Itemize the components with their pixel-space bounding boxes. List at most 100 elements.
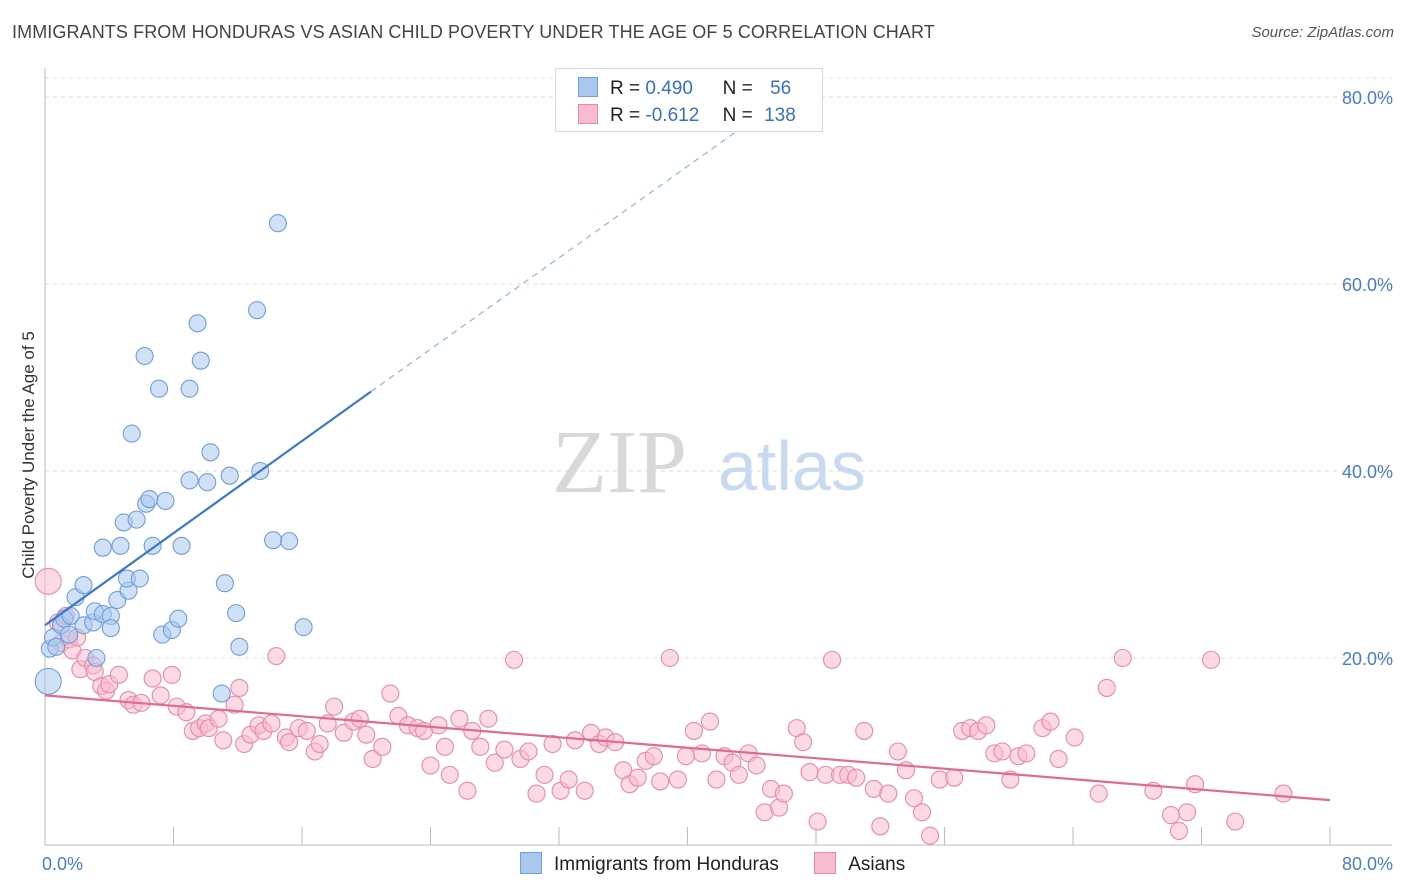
x-tick-label-min: 0.0%	[42, 854, 83, 874]
asians-point	[566, 731, 585, 750]
legend-n-label: N =	[722, 105, 753, 126]
asians-point	[495, 740, 514, 759]
asians-point	[847, 768, 866, 787]
asians-point	[504, 650, 524, 669]
asians-point	[143, 669, 162, 688]
asians-point	[676, 747, 695, 766]
asians-point	[151, 686, 170, 705]
asians-point	[912, 803, 932, 822]
asians-point	[34, 567, 62, 595]
y-tick-label: 20.0%	[1342, 649, 1393, 669]
asians-point	[297, 721, 316, 740]
asians-point	[668, 770, 687, 789]
asians-point	[729, 765, 748, 784]
asians-point	[945, 768, 964, 787]
asians-point	[660, 648, 679, 668]
asians-point	[450, 709, 469, 728]
asians-point	[350, 709, 369, 728]
asians-point	[1113, 648, 1132, 668]
asians-point	[485, 753, 504, 772]
asians-point	[1065, 728, 1084, 747]
asians-point	[1161, 806, 1181, 825]
honduras-point	[180, 379, 199, 398]
grid-lines	[45, 77, 1392, 659]
honduras-point	[180, 471, 199, 490]
asians-point	[1274, 784, 1293, 803]
asians-point	[440, 765, 459, 784]
asians-point	[471, 737, 490, 756]
asians-point	[109, 665, 128, 684]
honduras-point	[156, 491, 175, 510]
series-honduras	[34, 214, 313, 703]
honduras-point	[111, 536, 130, 555]
asians-point	[479, 709, 498, 728]
honduras-point	[215, 574, 234, 593]
asians-point	[700, 712, 720, 731]
asians-point	[230, 678, 249, 697]
honduras-point	[101, 619, 120, 638]
honduras-point	[264, 531, 283, 550]
asians-point	[879, 784, 898, 803]
honduras-point	[172, 536, 191, 555]
asians-point	[357, 725, 376, 744]
asians-point	[310, 734, 329, 754]
asians-point	[993, 742, 1012, 761]
asians-point	[977, 716, 996, 735]
asians-point	[651, 772, 670, 791]
asians-point	[823, 650, 842, 669]
asians-point	[535, 765, 554, 784]
asians-point	[1097, 678, 1116, 697]
asians-point	[904, 789, 924, 808]
asians-point	[747, 756, 766, 775]
watermark: ZIP atlas	[552, 413, 866, 512]
y-tick-label: 80.0%	[1342, 88, 1393, 108]
legend-r-value-honduras: 0.490	[645, 78, 693, 99]
trend-lines	[44, 129, 1331, 802]
honduras-point	[188, 314, 207, 333]
asians-point	[262, 714, 281, 733]
honduras-point	[122, 424, 141, 443]
legend-r-value-asians: -0.612	[645, 105, 700, 126]
axes	[44, 68, 1392, 846]
y-tick-label: 60.0%	[1342, 275, 1393, 295]
y-axis-label: Child Poverty Under the Age of 5	[19, 331, 38, 579]
bottom-legend-honduras: Immigrants from Honduras	[520, 852, 779, 876]
asians-point	[1226, 812, 1245, 831]
legend-row-asians: R = -0.612 N = 138	[578, 104, 796, 126]
honduras-point	[135, 346, 154, 366]
x-tick-label-max: 80.0%	[1342, 854, 1393, 874]
asians-point	[363, 749, 382, 769]
asians-point	[808, 812, 827, 831]
asians-point	[774, 784, 793, 803]
asians-point	[519, 742, 538, 761]
asians-point	[800, 763, 819, 782]
bottom-legend-swatch-honduras	[520, 852, 542, 874]
asians-point	[1089, 784, 1108, 803]
bottom-legend-label-honduras: Immigrants from Honduras	[554, 854, 779, 875]
honduras-point	[268, 214, 287, 233]
asians-point	[855, 721, 874, 740]
asians-point	[644, 747, 663, 766]
tick-labels: 80.0% 60.0% 40.0% 20.0% 0.0% 80.0%	[42, 88, 1393, 874]
legend-n-label: N =	[722, 78, 753, 99]
asians-point	[871, 817, 890, 836]
y-tick-label: 40.0%	[1342, 462, 1393, 482]
legend-swatch-honduras	[578, 77, 598, 97]
honduras-point	[130, 569, 149, 588]
honduras-point	[227, 604, 246, 623]
honduras-point	[212, 684, 231, 703]
bottom-legend: Immigrants from Honduras Asians	[520, 852, 935, 876]
asians-point	[458, 781, 477, 800]
asians-point	[267, 647, 286, 666]
honduras-point	[191, 351, 210, 370]
bottom-legend-asians: Asians	[814, 852, 905, 876]
asians-point	[684, 721, 703, 740]
asians-point	[628, 768, 647, 787]
honduras-point	[60, 625, 79, 644]
watermark-zip: ZIP	[552, 413, 687, 512]
honduras-point	[201, 443, 220, 462]
honduras-point	[247, 301, 267, 320]
asians-point	[373, 737, 392, 756]
asians-point	[1049, 749, 1068, 769]
asians-point	[214, 731, 233, 750]
